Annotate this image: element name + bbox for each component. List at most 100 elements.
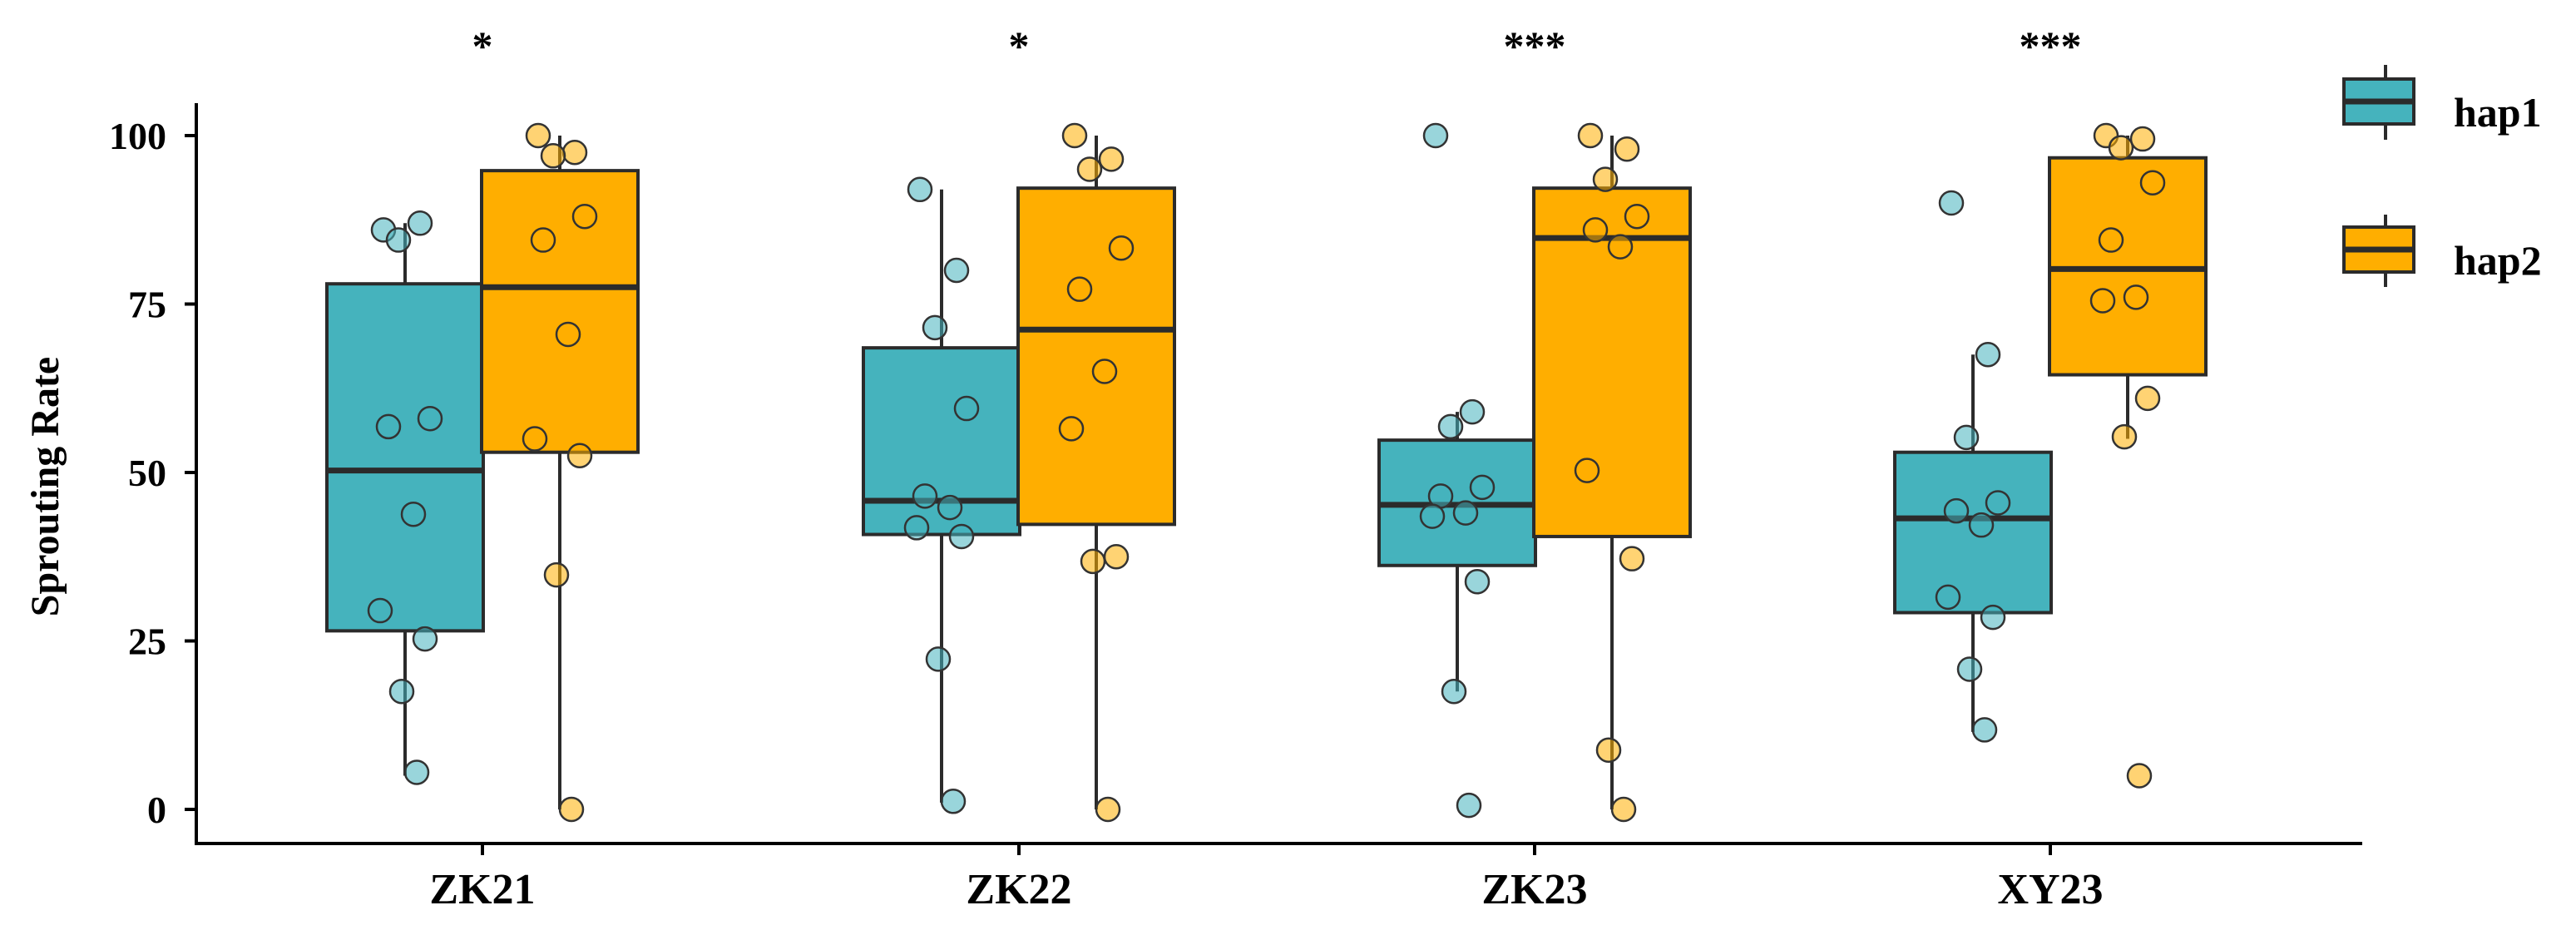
significance-mark-zk21: * xyxy=(472,22,493,69)
legend-item-hap2: hap2 xyxy=(2342,215,2542,287)
y-tick-label-50: 50 xyxy=(128,452,166,494)
point-hap2-xy23-7 xyxy=(2134,385,2161,412)
significance-layer: * * *** *** xyxy=(472,22,2082,69)
point-hap1-zk22-3 xyxy=(953,395,980,422)
point-hap1-zk23-2 xyxy=(1437,413,1464,440)
point-hap2-zk22-0 xyxy=(1061,122,1088,149)
significance-mark-zk22: * xyxy=(1009,22,1030,69)
y-tick-label-25: 25 xyxy=(128,621,166,663)
significance-mark-xy23: *** xyxy=(2020,22,2082,69)
point-hap1-zk23-7 xyxy=(1464,568,1491,595)
point-hap1-zk23-1 xyxy=(1459,398,1486,425)
point-hap2-zk21-6 xyxy=(522,426,548,452)
point-hap2-zk21-4 xyxy=(530,227,556,253)
point-hap2-zk22-2 xyxy=(1076,156,1103,182)
point-hap1-zk23-3 xyxy=(1469,474,1496,501)
point-hap1-zk21-6 xyxy=(367,597,393,624)
point-hap1-xy23-6 xyxy=(1935,584,1961,611)
point-hap2-zk22-4 xyxy=(1066,276,1093,302)
point-hap1-xy23-8 xyxy=(1956,656,1983,682)
category-label-xy23: XY23 xyxy=(1997,866,2103,913)
point-hap1-zk22-4 xyxy=(912,483,938,509)
point-hap1-zk21-2 xyxy=(385,227,412,253)
box-hap1-zk21 xyxy=(325,282,485,633)
point-hap2-zk21-3 xyxy=(571,203,598,230)
legend-hap2-label: hap2 xyxy=(2454,237,2542,284)
point-hap2-zk21-2 xyxy=(540,143,566,169)
point-hap1-zk23-8 xyxy=(1441,679,1467,705)
point-hap1-zk21-9 xyxy=(403,759,430,785)
category-label-layer: ZK21 ZK22 ZK23 XY23 xyxy=(429,866,2103,913)
point-hap1-zk23-9 xyxy=(1456,792,1482,819)
point-hap1-zk22-6 xyxy=(903,515,930,541)
point-hap2-zk23-2 xyxy=(1592,166,1619,192)
category-label-zk23: ZK23 xyxy=(1481,866,1587,913)
point-hap2-xy23-6 xyxy=(2089,288,2116,314)
point-hap1-xy23-1 xyxy=(1975,342,2001,368)
point-hap2-zk21-5 xyxy=(555,321,581,348)
point-hap2-zk23-5 xyxy=(1607,234,1634,260)
point-hap2-xy23-4 xyxy=(2098,227,2124,253)
point-hap2-zk22-7 xyxy=(1103,544,1130,570)
point-hap2-zk21-7 xyxy=(566,443,593,468)
y-tick-label-0: 0 xyxy=(147,789,166,831)
point-hap2-zk21-9 xyxy=(558,796,585,823)
axis-layer: Sprouting Rate xyxy=(23,103,2362,845)
point-hap1-xy23-4 xyxy=(1943,497,1970,524)
point-hap1-zk22-0 xyxy=(907,176,933,203)
point-hap2-xy23-2 xyxy=(2108,135,2134,161)
point-hap1-zk23-6 xyxy=(1419,503,1446,529)
point-hap2-zk21-8 xyxy=(543,561,570,588)
y-tick-label-100: 100 xyxy=(109,115,166,157)
point-hap2-zk21-0 xyxy=(525,122,551,149)
point-hap1-xy23-3 xyxy=(1985,490,2011,516)
point-hap1-xy23-2 xyxy=(1953,424,1980,451)
point-hap1-zk22-7 xyxy=(948,523,975,550)
point-hap1-zk22-8 xyxy=(925,646,952,672)
point-hap2-xy23-9 xyxy=(2126,763,2153,789)
point-hap2-zk23-0 xyxy=(1577,122,1604,149)
point-hap2-zk22-5 xyxy=(1091,359,1118,384)
box-layer xyxy=(325,136,2208,809)
point-hap1-zk22-9 xyxy=(940,789,967,814)
point-hap2-zk23-7 xyxy=(1619,546,1645,571)
point-hap2-zk23-8 xyxy=(1595,737,1622,763)
point-hap1-zk21-7 xyxy=(412,626,438,652)
point-hap2-zk22-3 xyxy=(1108,235,1135,261)
point-hap1-xy23-9 xyxy=(1971,717,1998,743)
point-hap2-zk23-4 xyxy=(1582,217,1609,243)
point-hap2-xy23-3 xyxy=(2139,170,2166,195)
point-hap2-zk21-1 xyxy=(561,140,588,166)
point-hap1-zk23-5 xyxy=(1452,500,1479,526)
point-hap1-zk21-1 xyxy=(407,210,433,236)
point-hap2-zk23-1 xyxy=(1614,136,1640,162)
point-hap2-xy23-1 xyxy=(2129,126,2156,152)
point-hap2-zk22-1 xyxy=(1098,146,1125,172)
point-hap1-zk21-4 xyxy=(375,413,402,440)
category-label-zk21: ZK21 xyxy=(429,866,535,913)
point-hap2-zk22-6 xyxy=(1058,416,1085,442)
point-hap2-zk23-9 xyxy=(1610,796,1637,823)
point-hap2-zk23-6 xyxy=(1574,458,1600,483)
significance-mark-zk23: *** xyxy=(1504,22,1566,69)
point-hap1-zk23-0 xyxy=(1422,122,1449,149)
point-hap1-zk21-5 xyxy=(400,501,427,527)
category-label-zk22: ZK22 xyxy=(966,866,1071,913)
legend-hap1-label: hap1 xyxy=(2454,89,2542,136)
point-layer xyxy=(367,122,2166,823)
point-hap1-xy23-0 xyxy=(1938,190,1965,216)
point-hap1-zk21-3 xyxy=(417,405,443,432)
box-hap2-zk22 xyxy=(1016,186,1176,527)
point-hap2-zk22-9 xyxy=(1095,796,1121,823)
point-hap1-xy23-7 xyxy=(1980,604,2006,631)
point-hap2-xy23-8 xyxy=(2111,423,2138,450)
y-tick-label-75: 75 xyxy=(128,284,166,326)
point-hap1-zk22-1 xyxy=(943,257,970,284)
point-hap2-xy23-5 xyxy=(2123,284,2149,310)
legend: hap1 hap2 xyxy=(2342,65,2542,287)
point-hap1-zk22-5 xyxy=(937,494,963,521)
box-hap2-zk21 xyxy=(480,169,640,454)
point-hap2-zk23-3 xyxy=(1624,203,1650,230)
